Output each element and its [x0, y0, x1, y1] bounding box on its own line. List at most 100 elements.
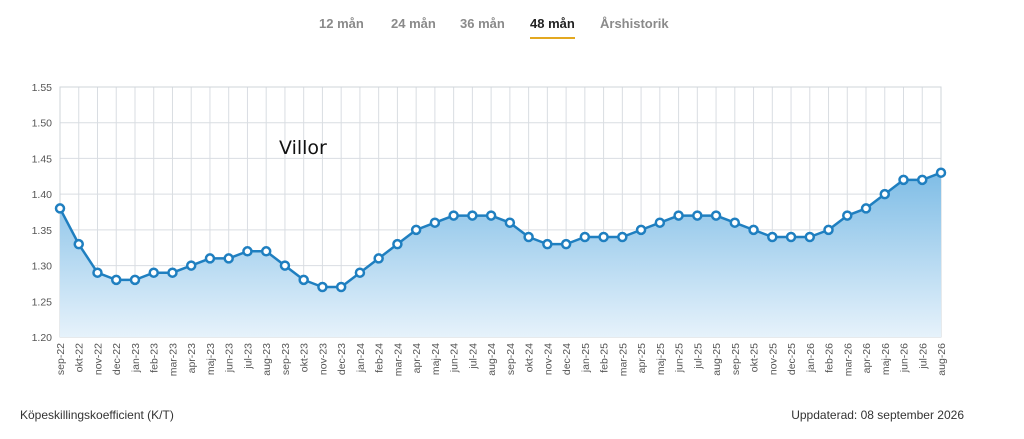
- x-tick-label: jan-23: [130, 343, 142, 373]
- x-tick-label: dec-22: [111, 343, 123, 375]
- data-point[interactable]: [560, 238, 572, 250]
- data-point[interactable]: [823, 224, 834, 236]
- x-tick-label: okt-24: [524, 343, 536, 372]
- period-tabs: 12 mån 24 mån 36 mån 48 mån Årshistorik: [0, 16, 1024, 42]
- x-tick-label: jul-26: [917, 343, 929, 370]
- data-point[interactable]: [410, 224, 422, 236]
- tab-24-man[interactable]: 24 mån: [391, 16, 436, 31]
- tab-48-man[interactable]: 48 mån: [530, 16, 575, 39]
- data-point[interactable]: [729, 217, 741, 228]
- data-point[interactable]: [129, 274, 141, 286]
- data-point[interactable]: [879, 188, 891, 200]
- x-tick-label: nov-25: [767, 343, 779, 375]
- area-fill: [60, 172, 941, 337]
- data-point[interactable]: [54, 203, 66, 214]
- data-point[interactable]: [504, 217, 516, 228]
- y-axis: 1.20 1.25 1.30 1.35 1.40 1.45 1.50 1.55: [32, 82, 53, 344]
- tab-12-man[interactable]: 12 mån: [319, 16, 364, 31]
- x-tick-label: mar-25: [617, 343, 629, 376]
- data-point[interactable]: [598, 231, 609, 243]
- x-tick-label: dec-25: [786, 343, 798, 375]
- x-tick-label: feb-25: [599, 343, 611, 373]
- x-tick-label: jun-23: [224, 343, 236, 373]
- data-point[interactable]: [579, 231, 591, 243]
- data-point[interactable]: [448, 210, 459, 221]
- data-point[interactable]: [785, 231, 797, 243]
- y-tick-label: 1.35: [32, 225, 53, 237]
- x-tick-label: sep-25: [730, 343, 742, 375]
- data-point[interactable]: [242, 246, 253, 257]
- x-tick-label: jul-23: [242, 343, 254, 370]
- x-tick-label: jul-24: [467, 343, 479, 370]
- data-point[interactable]: [298, 274, 309, 286]
- x-tick-label: aug-26: [936, 343, 948, 376]
- y-tick-label: 1.30: [32, 261, 53, 273]
- metric-label: Köpeskillingskoefficient (K/T): [20, 408, 174, 422]
- data-point[interactable]: [167, 267, 178, 278]
- x-tick-label: maj-23: [205, 343, 217, 375]
- data-point[interactable]: [804, 231, 816, 243]
- data-point[interactable]: [917, 174, 928, 186]
- x-tick-label: maj-24: [430, 343, 442, 375]
- x-tick-label: mar-23: [167, 343, 179, 376]
- y-tick-label: 1.55: [32, 82, 53, 94]
- x-tick-label: aug-23: [261, 343, 273, 376]
- x-tick-label: feb-23: [149, 343, 161, 373]
- x-tick-label: nov-23: [317, 343, 329, 375]
- data-point[interactable]: [373, 253, 384, 264]
- data-point[interactable]: [317, 281, 328, 293]
- data-point[interactable]: [429, 217, 441, 228]
- data-point[interactable]: [673, 210, 684, 221]
- x-tick-label: apr-26: [861, 343, 873, 374]
- data-point[interactable]: [635, 224, 647, 236]
- data-point[interactable]: [935, 167, 947, 178]
- data-point[interactable]: [185, 260, 197, 271]
- data-point[interactable]: [485, 210, 497, 221]
- data-point[interactable]: [354, 267, 366, 278]
- x-tick-label: sep-24: [505, 343, 517, 375]
- x-tick-label: jun-25: [674, 343, 686, 373]
- data-point[interactable]: [898, 174, 909, 186]
- data-point[interactable]: [260, 246, 272, 257]
- x-tick-label: maj-25: [655, 343, 667, 375]
- data-point[interactable]: [842, 210, 853, 221]
- data-point[interactable]: [542, 238, 553, 250]
- x-tick-label: jun-26: [899, 343, 911, 373]
- x-tick-label: jan-26: [805, 343, 817, 373]
- data-point[interactable]: [767, 231, 778, 243]
- tab-36-man[interactable]: 36 mån: [460, 16, 505, 31]
- x-tick-label: nov-22: [92, 343, 104, 375]
- x-tick-label: jan-24: [355, 343, 367, 373]
- x-tick-label: mar-26: [842, 343, 854, 376]
- tab-arshistorik[interactable]: Årshistorik: [600, 16, 669, 31]
- data-point[interactable]: [110, 274, 122, 286]
- data-point[interactable]: [148, 267, 159, 278]
- x-tick-label: aug-25: [711, 343, 723, 376]
- data-point[interactable]: [335, 281, 347, 293]
- data-point[interactable]: [467, 210, 478, 221]
- data-point[interactable]: [654, 217, 666, 228]
- data-point[interactable]: [392, 238, 403, 250]
- data-point[interactable]: [748, 224, 759, 236]
- data-point[interactable]: [92, 267, 103, 278]
- series-points: [54, 167, 947, 293]
- x-tick-label: jun-24: [449, 343, 461, 373]
- data-point[interactable]: [860, 203, 872, 214]
- x-tick-label: feb-24: [374, 343, 386, 373]
- data-point[interactable]: [73, 238, 84, 250]
- series-label: Villor: [279, 137, 327, 159]
- x-axis: sep-22 okt-22 nov-22 dec-22 jan-23 feb-23 mar-…: [55, 343, 948, 376]
- x-tick-label: dec-24: [561, 343, 573, 375]
- x-tick-label: apr-23: [186, 343, 198, 374]
- data-point[interactable]: [710, 210, 722, 221]
- data-point[interactable]: [204, 253, 216, 264]
- x-tick-label: okt-22: [74, 343, 86, 372]
- data-point[interactable]: [692, 210, 703, 221]
- data-point[interactable]: [223, 253, 234, 264]
- area-chart: 1.20 1.25 1.30 1.35 1.40 1.45 1.50 1.55 sep-22 o…: [32, 82, 948, 376]
- data-point[interactable]: [279, 260, 291, 271]
- data-point[interactable]: [523, 231, 534, 243]
- data-point[interactable]: [617, 231, 628, 243]
- x-tick-label: okt-23: [299, 343, 311, 372]
- x-tick-label: jan-25: [580, 343, 592, 373]
